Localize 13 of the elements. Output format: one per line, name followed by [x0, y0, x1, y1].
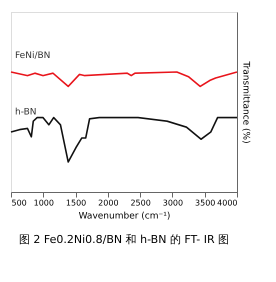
x-tick-label: 1000: [34, 198, 54, 208]
x-tick-label: 2000: [98, 198, 119, 208]
x-tick-label: 2500: [130, 198, 151, 208]
x-tick-label: 1500: [66, 198, 86, 208]
x-tick-label: 500: [12, 198, 27, 208]
series-label: h-BN: [15, 107, 37, 118]
series-label: FeNi/BN: [15, 51, 50, 61]
x-tick-label: 4000: [217, 198, 238, 208]
y-axis-title: Transmittance (%): [240, 60, 250, 144]
x-tick-label: 3000: [162, 198, 184, 208]
x-axis-title: Wavenumber (cm⁻¹): [78, 212, 170, 222]
x-tick-label: 3500: [195, 198, 216, 208]
caption: 图 2 Fe0.2Ni0.8/BN 和 h-BN 的 FT- IR 图: [18, 233, 230, 246]
